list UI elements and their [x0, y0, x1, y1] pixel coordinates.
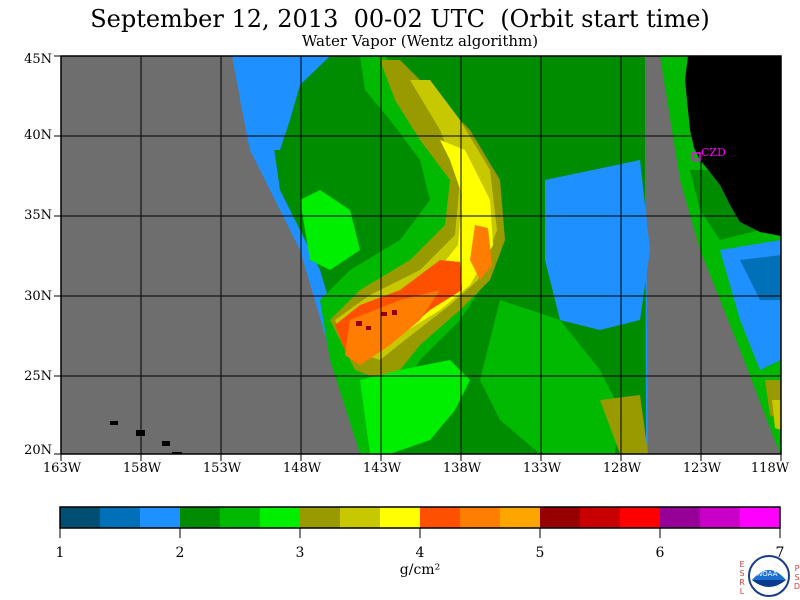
lon-label-153w: 153W — [202, 461, 242, 476]
noaa-logo — [748, 555, 790, 597]
map-frame — [60, 55, 782, 455]
colorbar-segment — [580, 507, 621, 528]
lat-label-30n: 30N — [24, 289, 52, 304]
map-subtitle: Water Vapor (Wentz algorithm) — [301, 32, 539, 50]
lat-label-35n: 35N — [24, 208, 52, 223]
colorbar-segment — [460, 507, 501, 528]
colorbar-segment — [220, 507, 261, 528]
colorbar-ticks — [59, 528, 781, 538]
colorbar-segment — [740, 507, 781, 528]
colorbar-segment — [340, 507, 381, 528]
colorbar-label-6: 6 — [655, 545, 665, 561]
lat-label-20n: 20N — [24, 443, 52, 458]
colorbar-label-1: 1 — [55, 545, 65, 561]
colorbar-segment — [420, 507, 461, 528]
colorbar-segment — [260, 507, 301, 528]
map-title: September 12, 2013 00-02 UTC (Orbit star… — [90, 5, 710, 33]
map-gridlines — [61, 56, 781, 454]
colorbar-units: g/cm² — [399, 562, 441, 578]
north-america-landmass — [685, 56, 781, 236]
colorbar-segment — [180, 507, 221, 528]
colorbar-segment — [60, 507, 101, 528]
colorbar-segment — [620, 507, 661, 528]
colorbar-segment — [380, 507, 421, 528]
map-ticks — [54, 55, 782, 461]
lon-label-158w: 158W — [122, 461, 162, 476]
lon-label-128w: 128W — [602, 461, 642, 476]
lat-label-45n: 45N — [24, 52, 52, 67]
colorbar-segment — [500, 507, 541, 528]
colorbar-segment — [540, 507, 581, 528]
colorbar-segment — [660, 507, 701, 528]
station-label: CZD — [701, 146, 726, 159]
colorbar — [60, 507, 781, 528]
noaa-seal-text: NOAA — [757, 570, 778, 578]
colorbar-segment — [100, 507, 141, 528]
lat-label-40n: 40N — [24, 128, 52, 143]
lon-label-143w: 143W — [362, 461, 402, 476]
colorbar-label-5: 5 — [535, 545, 545, 561]
lon-label-123w: 123W — [682, 461, 722, 476]
lon-label-133w: 133W — [522, 461, 562, 476]
colorbar-label-3: 3 — [295, 545, 305, 561]
lon-label-148w: 148W — [282, 461, 322, 476]
lat-label-25n: 25N — [24, 369, 52, 384]
colorbar-label-7: 7 — [775, 545, 785, 561]
colorbar-label-4: 4 — [415, 545, 425, 561]
map-panel — [61, 56, 781, 454]
colorbar-label-2: 2 — [175, 545, 185, 561]
lon-label-118w: 118W — [750, 461, 790, 476]
colorbar-segment — [140, 507, 181, 528]
lon-label-138w: 138W — [442, 461, 482, 476]
colorbar-segment — [700, 507, 741, 528]
colorbar-segment — [300, 507, 341, 528]
station-marker — [692, 152, 701, 161]
lon-label-163w: 163W — [42, 461, 82, 476]
